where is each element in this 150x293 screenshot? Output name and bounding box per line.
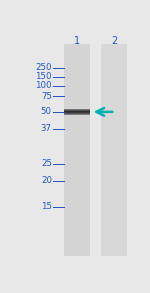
Text: 37: 37: [41, 124, 52, 133]
Text: 2: 2: [111, 36, 117, 47]
Text: 15: 15: [41, 202, 52, 211]
Bar: [101, 44, 127, 256]
Text: 250: 250: [35, 63, 52, 72]
Text: 1: 1: [74, 36, 80, 47]
Text: 50: 50: [41, 107, 52, 116]
Text: 75: 75: [41, 92, 52, 100]
Text: 25: 25: [41, 159, 52, 168]
Text: 20: 20: [41, 176, 52, 185]
Text: 150: 150: [35, 72, 52, 81]
Bar: [64, 44, 90, 256]
Text: 100: 100: [35, 81, 52, 91]
